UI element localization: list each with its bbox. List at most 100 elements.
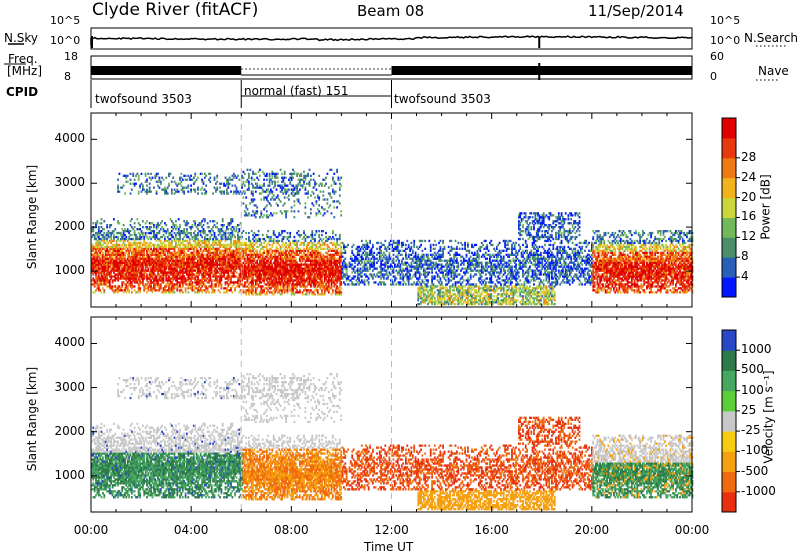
power-cell xyxy=(245,232,247,234)
power-cell xyxy=(324,208,326,210)
power-cell xyxy=(292,248,294,250)
power-cell xyxy=(328,289,330,291)
power-cell xyxy=(357,268,359,270)
power-cell xyxy=(263,242,265,244)
power-cell xyxy=(171,181,173,183)
power-cell xyxy=(244,210,246,212)
power-cell xyxy=(209,273,211,275)
power-cell xyxy=(193,268,195,270)
power-cell xyxy=(351,252,353,254)
power-cell xyxy=(260,275,262,277)
power-cell xyxy=(146,291,148,293)
power-cell xyxy=(101,291,103,293)
power-cell xyxy=(153,187,155,189)
power-cell xyxy=(127,228,129,230)
power-cell xyxy=(204,173,206,175)
power-cell xyxy=(346,273,348,275)
power-cell xyxy=(176,268,178,270)
power-cell xyxy=(306,285,308,287)
power-cell xyxy=(252,242,254,244)
power-cell xyxy=(262,234,264,236)
power-cell xyxy=(287,196,289,198)
power-cell xyxy=(139,287,141,289)
power-cell xyxy=(284,244,286,246)
power-cell xyxy=(203,281,205,283)
power-cell xyxy=(105,283,107,285)
power-cell xyxy=(354,275,356,277)
power-cell xyxy=(350,256,352,258)
power-cell xyxy=(130,183,132,185)
power-cell xyxy=(294,171,296,173)
power-cell xyxy=(132,175,134,177)
power-cell xyxy=(248,232,250,234)
power-cell xyxy=(248,189,250,191)
power-cell xyxy=(130,250,132,252)
power-cell xyxy=(357,275,359,277)
power-cell xyxy=(182,291,184,293)
power-cell xyxy=(204,236,206,238)
power-cell xyxy=(200,244,202,246)
power-cell xyxy=(262,254,264,256)
power-cell xyxy=(176,283,178,285)
power-cell xyxy=(282,260,284,262)
power-cell xyxy=(296,244,298,246)
power-cell xyxy=(150,242,152,244)
power-cell xyxy=(305,206,307,208)
power-cell xyxy=(277,250,279,252)
power-cell xyxy=(201,252,203,254)
power-cell xyxy=(343,281,345,283)
rti-plot xyxy=(0,0,800,554)
power-cell xyxy=(236,271,238,273)
power-cell xyxy=(285,252,287,254)
power-cell xyxy=(119,222,121,224)
power-cell xyxy=(148,238,150,240)
power-cell xyxy=(160,183,162,185)
power-cell xyxy=(236,189,238,191)
power-cell xyxy=(117,220,119,222)
power-cell xyxy=(296,242,298,244)
power-cell xyxy=(335,289,337,291)
power-cell xyxy=(156,234,158,236)
power-cell xyxy=(196,236,198,238)
power-cell xyxy=(222,218,224,220)
power-cell xyxy=(335,273,337,275)
power-cell xyxy=(243,196,245,198)
power-cell xyxy=(209,236,211,238)
power-cell xyxy=(127,258,129,260)
power-cell xyxy=(223,191,225,193)
power-cell xyxy=(328,283,330,285)
power-cell xyxy=(216,226,218,228)
power-cell xyxy=(237,281,239,283)
power-cell xyxy=(276,268,278,270)
power-cell xyxy=(229,234,231,236)
power-cell xyxy=(183,275,185,277)
power-cell xyxy=(124,258,126,260)
power-cell xyxy=(127,281,129,283)
power-cell xyxy=(219,281,221,283)
power-cell xyxy=(114,291,116,293)
power-cell xyxy=(294,189,296,191)
power-cell xyxy=(207,260,209,262)
power-cell xyxy=(165,285,167,287)
power-cell xyxy=(167,281,169,283)
power-cell xyxy=(310,212,312,214)
power-cell xyxy=(280,169,282,171)
power-cell xyxy=(339,202,341,204)
power-cell xyxy=(277,236,279,238)
power-cell xyxy=(305,202,307,204)
power-cell xyxy=(338,248,340,250)
power-cell xyxy=(219,246,221,248)
power-cell xyxy=(292,185,294,187)
power-cell xyxy=(189,281,191,283)
power-cell xyxy=(109,283,111,285)
power-cell xyxy=(99,252,101,254)
power-cell xyxy=(252,194,254,196)
power-cell xyxy=(193,273,195,275)
power-cell xyxy=(322,283,324,285)
power-cell xyxy=(190,228,192,230)
power-cell xyxy=(215,273,217,275)
power-cell xyxy=(198,273,200,275)
power-cell xyxy=(179,291,181,293)
power-cell xyxy=(153,226,155,228)
power-cell xyxy=(214,177,216,179)
